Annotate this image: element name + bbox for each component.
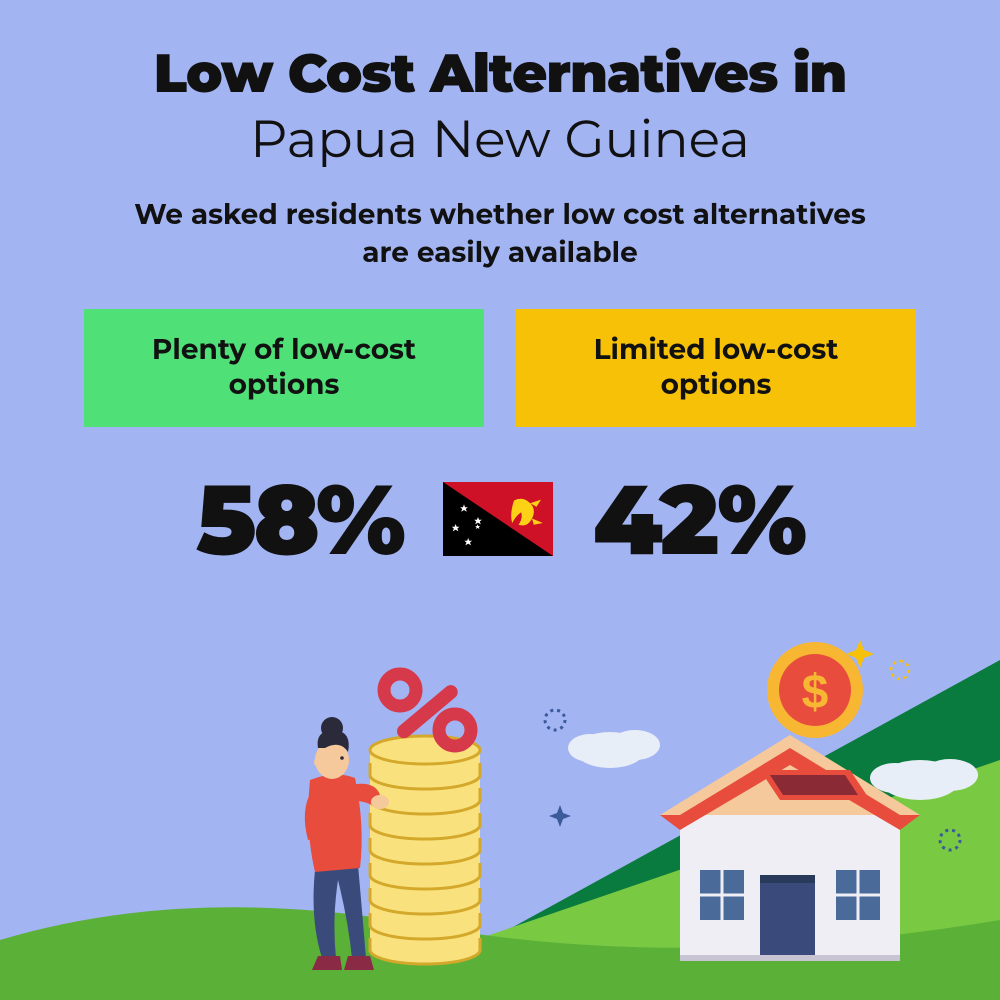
options-row: Plenty of low-cost options Limited low-c…	[60, 309, 940, 427]
option-label-limited: Limited low-cost options	[540, 333, 892, 403]
coin-stack-icon	[370, 736, 480, 964]
option-box-plenty: Plenty of low-cost options	[84, 309, 484, 427]
title-line-2: Papua New Guinea	[60, 108, 940, 171]
dollar-coin-icon: $	[767, 642, 863, 738]
subtitle: We asked residents whether low cost alte…	[110, 197, 890, 273]
percent-limited: 42%	[593, 459, 804, 579]
sparkle-icon	[549, 805, 571, 827]
percent-plenty: 58%	[196, 459, 403, 579]
png-flag-icon	[443, 482, 553, 556]
percent-row: 58% 42%	[60, 459, 940, 579]
option-box-limited: Limited low-cost options	[516, 309, 916, 427]
cloud-icon	[568, 730, 660, 768]
sparkle-icon	[545, 710, 565, 730]
title-line-1: Low Cost Alternatives in	[60, 40, 940, 106]
option-label-plenty: Plenty of low-cost options	[108, 333, 460, 403]
sparkle-icon	[891, 661, 909, 679]
illustration: $	[0, 580, 1000, 1000]
svg-text:$: $	[802, 666, 829, 719]
